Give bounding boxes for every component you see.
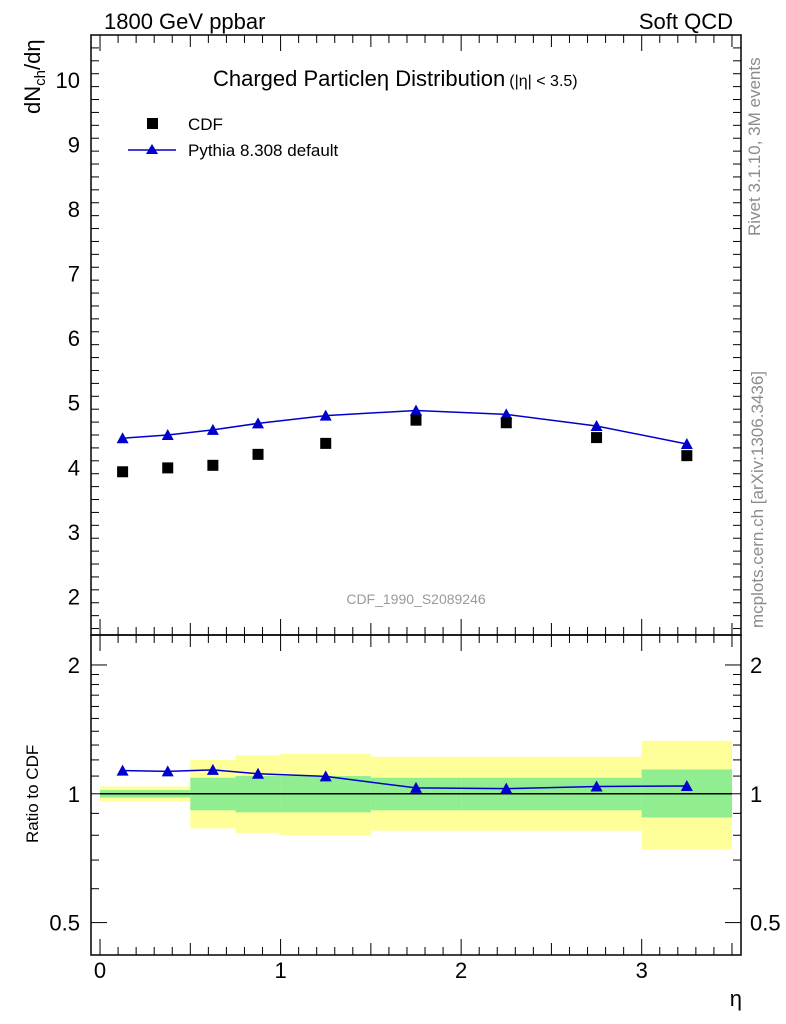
cdf-point (207, 459, 219, 471)
ratio-point (206, 763, 219, 775)
lower-data-layer (100, 740, 732, 850)
ratio-point (590, 780, 603, 792)
cdf-point (320, 437, 332, 449)
legend: CDF Pythia 8.308 default (128, 115, 339, 160)
ratio-axis-label: Ratio to CDF (23, 745, 42, 843)
legend-pythia-label: Pythia 8.308 default (188, 141, 339, 160)
pythia-curve (122, 409, 687, 445)
lower-panel: 0.5 0.5 1 1 2 2 0 1 2 3 Ratio to CDF η (23, 634, 781, 1011)
legend-pythia-marker (146, 144, 158, 154)
plot-title-rest: Distribution (389, 66, 505, 91)
ratio-point (680, 779, 693, 791)
header-left: 1800 GeV ppbar (104, 9, 265, 34)
pythia-point (590, 419, 603, 431)
y-axis-label-tail: /dη (20, 39, 45, 70)
pythia-point (500, 408, 513, 420)
y-axis-label-sub: ch (32, 70, 49, 86)
upper-y-tick-label: 7 (68, 262, 80, 287)
pythia-point (680, 438, 693, 450)
upper-y-tick-label: 5 (68, 391, 80, 416)
lower-y-tick-label-right: 1 (750, 782, 762, 807)
pythia-point (116, 432, 129, 444)
pythia-point (161, 429, 174, 440)
legend-cdf-marker (147, 118, 158, 129)
ratio-point (252, 767, 265, 779)
ratio-point (410, 781, 422, 793)
upper-y-tick-label: 8 (68, 197, 80, 222)
cdf-point (591, 432, 603, 444)
ratio-point (500, 782, 513, 794)
cdf-point (162, 462, 174, 474)
plot-title-cut: (|η| < 3.5) (509, 73, 577, 90)
x-tick-label: 0 (94, 958, 106, 983)
pythia-point (410, 404, 422, 416)
upper-y-tick-label: 10 (56, 68, 80, 93)
upper-data-layer (116, 404, 693, 478)
upper-y-tick-label: 2 (68, 584, 80, 609)
analysis-reference: CDF_1990_S2089246 (346, 591, 486, 607)
plot-title-main: Charged Particle (213, 66, 377, 91)
x-axis-label: η (730, 986, 742, 1011)
ratio-point (161, 765, 174, 777)
upper-y-tick-label: 6 (68, 326, 80, 351)
cdf-point (681, 450, 693, 462)
cdf-point (410, 414, 422, 426)
upper-y-tick-label: 4 (68, 455, 80, 480)
side-label-upper: Rivet 3.1.10, 3M events (745, 57, 764, 236)
plot-title: Charged Particleη Distribution (|η| < 3.5… (213, 66, 578, 91)
upper-y-tick-label: 3 (68, 520, 80, 545)
lower-axis-ticks: 0.5 0.5 1 1 2 2 0 1 2 3 (49, 635, 781, 983)
upper-axis-ticks: 2 3 4 5 6 7 8 9 10 (56, 34, 741, 635)
lower-y-tick-label-right: 0.5 (750, 911, 781, 936)
plot-title-eta: η (377, 66, 389, 91)
header-right: Soft QCD (639, 9, 733, 34)
y-axis-label: dNch/dη (20, 39, 49, 114)
y-axis-label-main: dN (20, 86, 45, 114)
lower-frame (90, 634, 742, 956)
x-tick-label: 1 (274, 958, 286, 983)
cdf-point (117, 466, 129, 478)
cdf-point (500, 417, 512, 429)
ratio-point (319, 770, 332, 782)
cdf-point (252, 448, 264, 460)
upper-panel: 2 3 4 5 6 7 8 9 10 Charged Particleη Distributio… (20, 34, 742, 636)
lower-y-tick-label: 2 (68, 653, 80, 678)
pythia-point (206, 423, 219, 435)
lower-y-tick-label-right: 2 (750, 653, 762, 678)
lower-y-tick-label: 0.5 (49, 911, 80, 936)
side-label-lower: mcplots.cern.ch [arXiv:1306.3436] (748, 371, 767, 628)
pythia-point (252, 417, 265, 429)
pythia-point (319, 409, 332, 421)
ratio-point (116, 764, 129, 776)
lower-y-tick-label: 1 (68, 782, 80, 807)
legend-cdf-label: CDF (188, 115, 223, 134)
upper-y-tick-label: 9 (68, 133, 80, 158)
x-tick-label: 3 (636, 958, 648, 983)
x-tick-label: 2 (455, 958, 467, 983)
